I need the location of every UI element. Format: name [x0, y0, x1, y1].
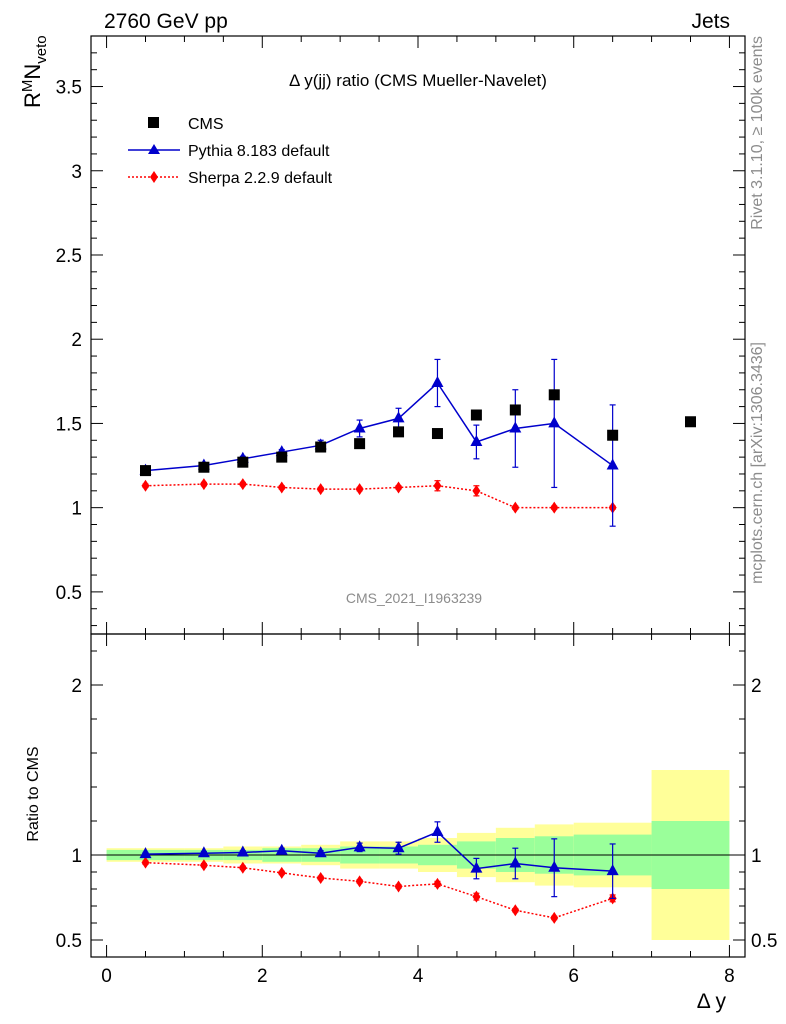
pythia-ratio-line — [145, 831, 613, 872]
sherpa-ratio-point — [433, 877, 442, 890]
sherpa-point — [433, 479, 442, 492]
sherpa-point — [316, 483, 325, 496]
y-tick-label: 2.5 — [56, 246, 82, 267]
legend-sherpa-label: Sherpa 2.2.9 default — [188, 170, 333, 187]
ratio-y-tick-label-right: 0.5 — [751, 931, 777, 952]
cms-point — [198, 461, 210, 473]
ratio-y-tick-label: 0.5 — [56, 931, 82, 952]
sherpa-point — [511, 501, 520, 514]
pythia-ratio-point — [353, 840, 366, 852]
y-tick-label: 3 — [71, 162, 82, 183]
legend-cms-marker — [148, 117, 159, 128]
x-tick-label: 8 — [724, 966, 735, 987]
sherpa-point — [238, 478, 247, 491]
sherpa-point — [355, 483, 364, 496]
pythia-point — [392, 411, 405, 423]
pythia-point — [353, 421, 366, 433]
ratio-y-axis-label: Ratio to CMS — [25, 746, 42, 841]
cms-point — [237, 456, 249, 468]
plot-title: Δ y(jj) ratio (CMS Mueller-Navelet) — [289, 71, 547, 90]
sherpa-ratio-point — [394, 880, 403, 893]
sherpa-ratio-point — [472, 890, 481, 903]
cms-point — [431, 428, 443, 440]
sherpa-ratio-point — [316, 871, 325, 884]
pythia-point — [509, 421, 522, 433]
y-axis-label-r: R — [20, 92, 45, 108]
pythia-ratio-point — [236, 845, 249, 857]
ratio-y-tick-label-right: 1 — [751, 846, 762, 867]
pythia-ratio-point — [606, 864, 619, 876]
x-axis-label: Δ y — [697, 990, 727, 1013]
x-tick-label: 4 — [413, 966, 424, 987]
y-axis-label-sub: veto — [33, 35, 50, 63]
sherpa-ratio-point — [355, 875, 364, 888]
cms-point — [393, 426, 405, 438]
sherpa-ratio-point — [277, 866, 286, 879]
sherpa-line — [145, 483, 613, 509]
legend-cms-label: CMS — [188, 116, 224, 133]
sherpa-point — [394, 481, 403, 494]
sherpa-ratio-point — [511, 904, 520, 917]
pythia-ratio-point — [509, 856, 522, 868]
pythia-line — [145, 381, 614, 472]
sherpa-point — [199, 478, 208, 491]
x-tick-label: 2 — [257, 966, 268, 987]
pythia-ratio-point — [275, 843, 288, 855]
pythia-ratio-point — [470, 861, 483, 873]
cms-point — [354, 438, 366, 450]
process-label: Jets — [691, 10, 730, 33]
sherpa-ratio-point — [238, 861, 247, 874]
cms-point — [276, 451, 288, 463]
cms-point — [470, 409, 482, 421]
y-tick-label: 3.5 — [56, 78, 82, 99]
sherpa-ratio-point — [199, 859, 208, 872]
pythia-ratio-point — [392, 841, 405, 853]
cms-point — [607, 429, 619, 441]
sherpa-point — [141, 479, 150, 492]
pythia-ratio-point — [197, 846, 210, 858]
legend-sherpa-marker — [150, 171, 158, 183]
y-tick-label: 2 — [71, 330, 82, 351]
cms-point — [509, 404, 521, 416]
cms-point — [315, 441, 327, 453]
y-tick-label: 0.5 — [56, 583, 82, 604]
analysis-watermark: CMS_2021_I1963239 — [346, 590, 482, 606]
bottom-panel-frame — [90, 633, 746, 958]
cms-point — [140, 465, 151, 477]
x-tick-label: 6 — [568, 966, 579, 987]
sherpa-point — [472, 484, 481, 497]
pythia-ratio-point — [548, 860, 561, 872]
pythia-ratio-point — [431, 825, 444, 837]
y-tick-label: 1.5 — [56, 414, 82, 435]
ratio-y-tick-label: 1 — [71, 846, 82, 867]
sherpa-point — [277, 481, 286, 494]
sherpa-ratio-point — [550, 911, 559, 924]
pythia-point — [606, 458, 619, 470]
y-axis-label: RMNveto — [19, 35, 50, 108]
y-axis-label-n: N — [20, 64, 45, 80]
energy-label: 2760 GeV pp — [104, 10, 228, 33]
cms-point — [685, 416, 696, 428]
pythia-point — [548, 416, 561, 428]
legend-pythia-marker — [148, 144, 160, 154]
legend-pythia-label: Pythia 8.183 default — [188, 143, 330, 160]
rivet-label: Rivet 3.1.10, ≥ 100k events — [749, 36, 766, 230]
pythia-ratio-point — [139, 847, 152, 859]
pythia-ratio-point — [314, 846, 327, 858]
ratio-y-tick-label: 2 — [71, 676, 82, 697]
ratio-y-tick-label-right: 2 — [751, 676, 762, 697]
y-axis-label-sup: M — [19, 80, 36, 93]
legend: CMS Pythia 8.183 default Sherpa 2.2.9 de… — [128, 116, 333, 187]
y-tick-label: 1 — [71, 499, 82, 520]
x-tick-label: 0 — [101, 966, 112, 987]
pythia-point — [431, 376, 444, 388]
sherpa-point — [550, 501, 559, 514]
mcplots-label: mcplots.cern.ch [arXiv:1306.3436] — [749, 342, 766, 584]
sherpa-ratio-point — [141, 856, 150, 869]
cms-point — [548, 389, 560, 401]
pythia-point — [470, 434, 483, 446]
